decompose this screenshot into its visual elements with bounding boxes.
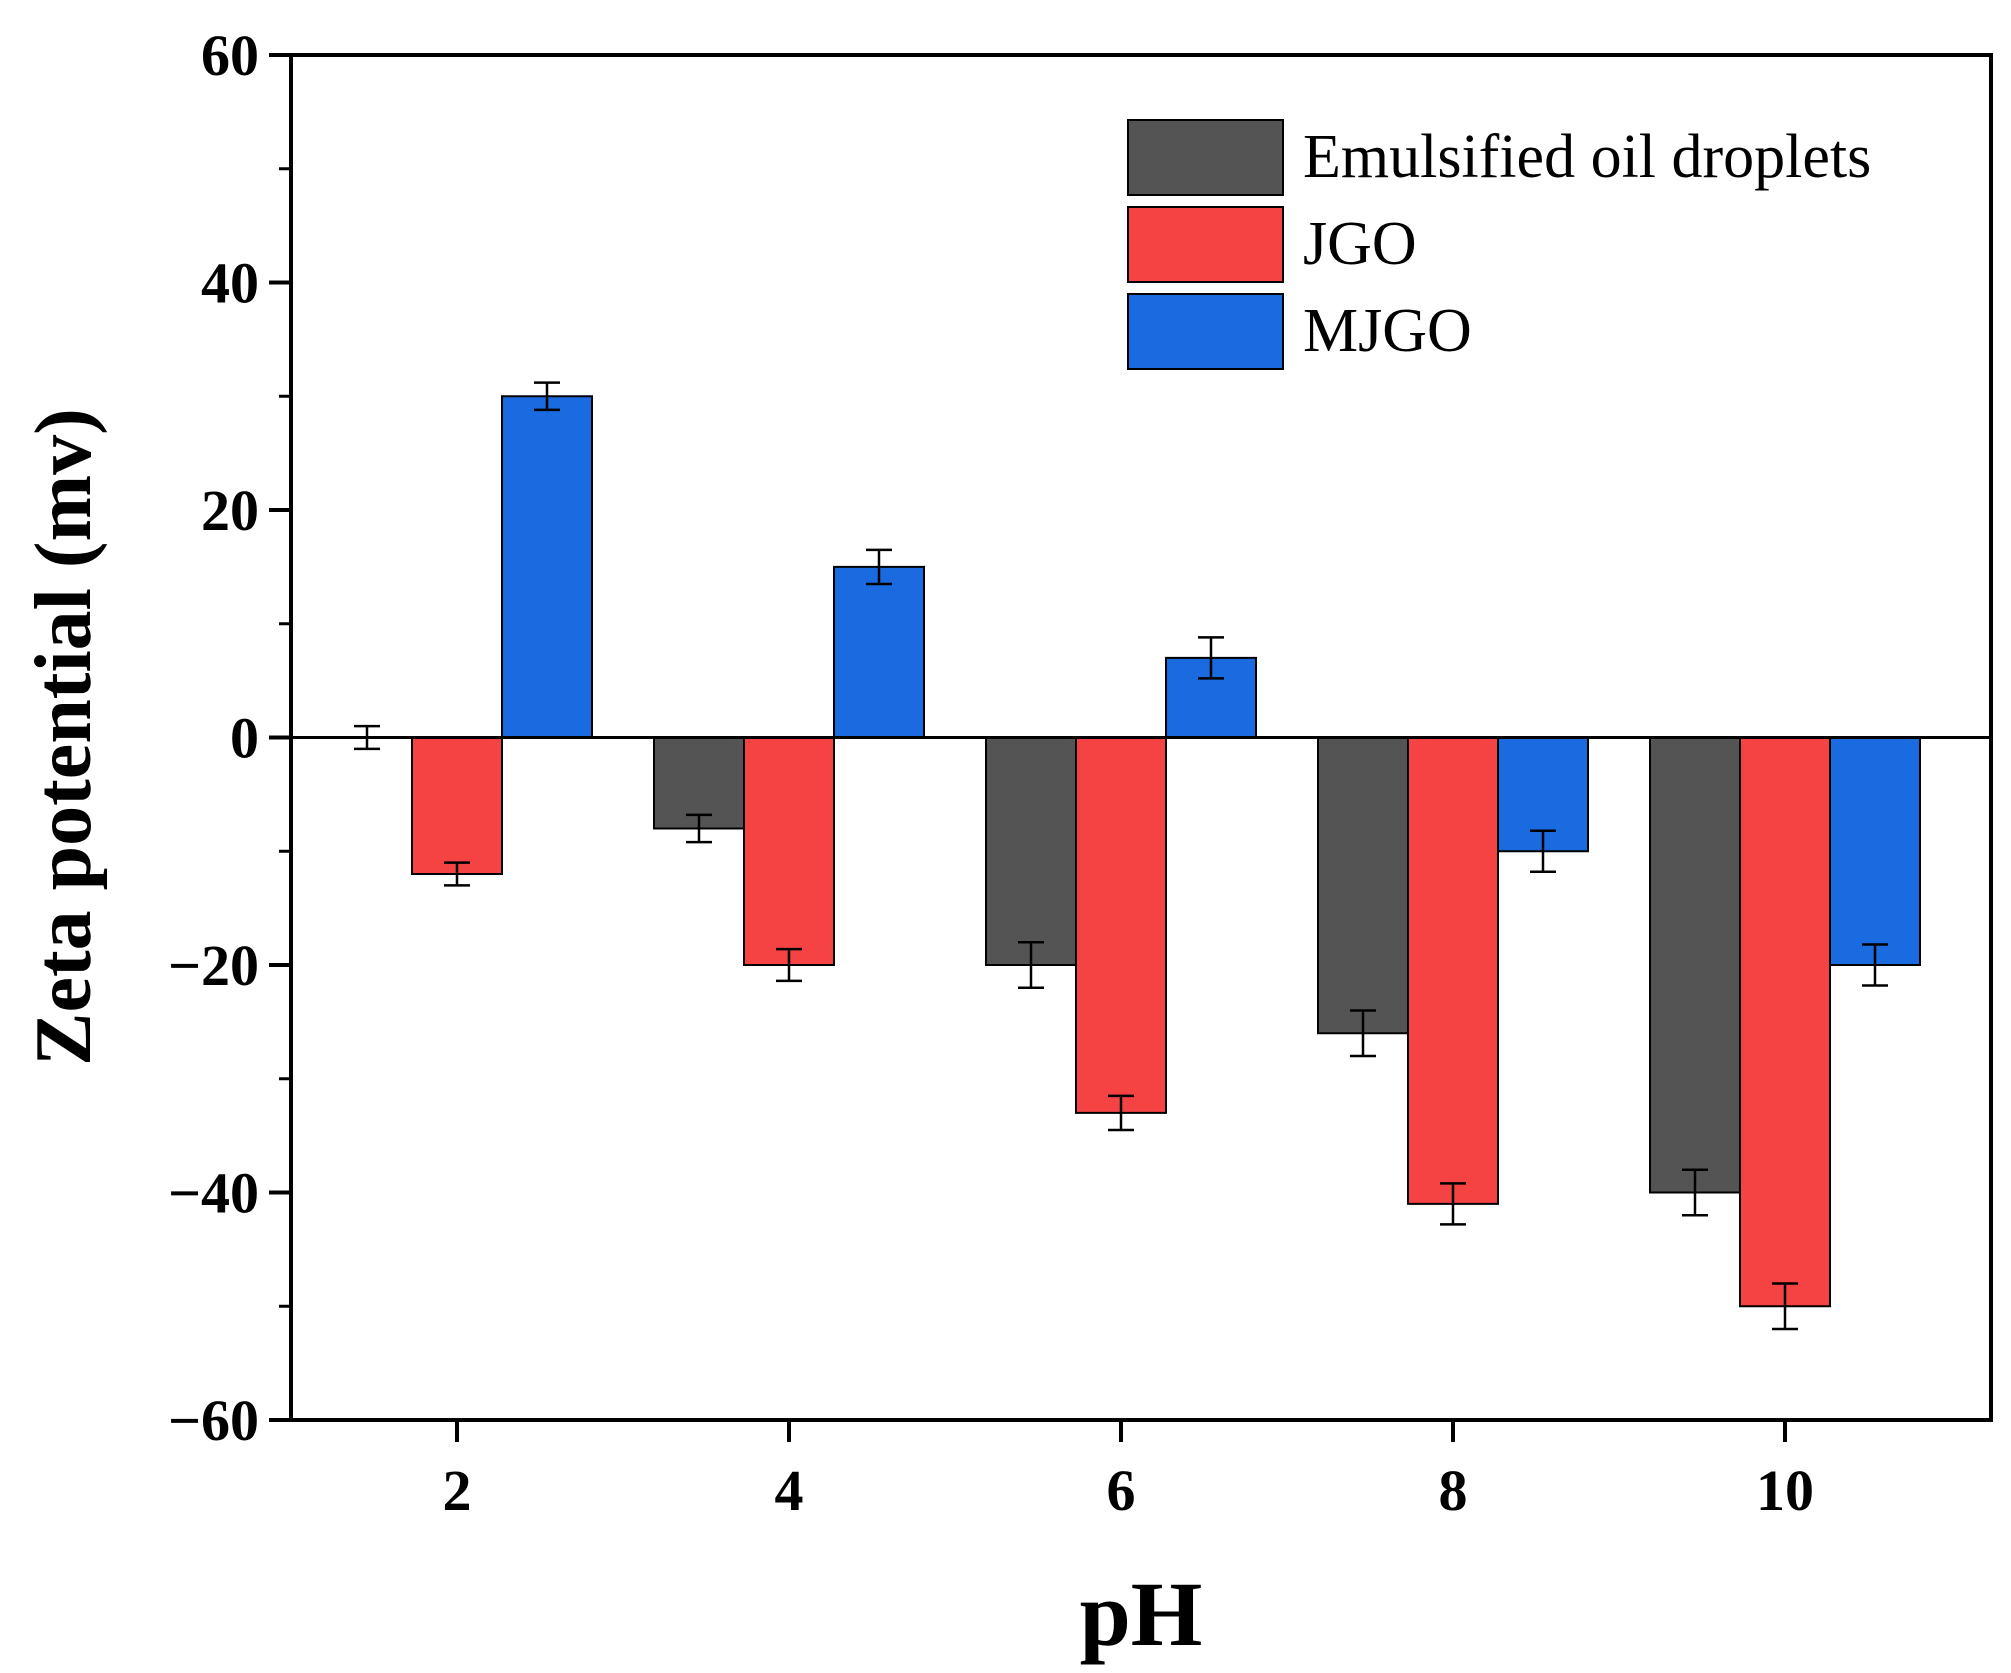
legend-swatch-mjgo [1127, 293, 1284, 370]
x-axis: 2 4 6 8 10 [443, 1420, 1814, 1523]
bar-jgo-ph-8 [1407, 736, 1499, 1205]
bar-mjgo-ph-4 [833, 565, 925, 739]
x-tick-label: 10 [1756, 1458, 1814, 1523]
y-tick-label: −40 [168, 1161, 259, 1226]
bars-group [411, 395, 1921, 1308]
y-tick-label: −60 [168, 1388, 259, 1453]
x-tick-label: 6 [1107, 1458, 1136, 1523]
bar-emulsified-oil-droplets-ph-8 [1317, 736, 1409, 1035]
bar-emulsified-oil-droplets-ph-6 [985, 736, 1077, 966]
legend: Emulsified oil droplets JGO MJGO [1127, 119, 1871, 370]
y-tick-label: 0 [230, 706, 259, 771]
error-bars-group [354, 381, 1888, 1331]
x-tick-label: 2 [443, 1458, 472, 1523]
y-tick-label: 40 [201, 251, 259, 316]
legend-label-mjgo: MJGO [1303, 297, 1472, 365]
bar-emulsified-oil-droplets-ph-10 [1649, 736, 1741, 1194]
legend-swatch-emulsified-oil-droplets [1127, 119, 1284, 196]
y-tick-label: 60 [201, 23, 259, 88]
bar-emulsified-oil-droplets-ph-4 [653, 736, 745, 830]
legend-label-jgo: JGO [1303, 210, 1417, 278]
bar-mjgo-ph-10 [1829, 736, 1921, 966]
x-tick-label: 8 [1439, 1458, 1468, 1523]
legend-label-emulsified-oil-droplets: Emulsified oil droplets [1303, 123, 1871, 191]
y-axis: 60 40 20 0 −20 −40 −60 [168, 23, 291, 1453]
bar-jgo-ph-2 [411, 736, 503, 875]
bar-mjgo-ph-2 [501, 395, 593, 739]
legend-swatch-jgo [1127, 206, 1284, 283]
bar-jgo-ph-6 [1075, 736, 1167, 1114]
x-tick-label: 4 [775, 1458, 804, 1523]
y-tick-label: −20 [168, 933, 259, 998]
bar-jgo-ph-10 [1739, 736, 1831, 1308]
x-axis-title: pH [1080, 1563, 1203, 1665]
y-axis-title: Zeta potential (mv) [20, 408, 108, 1066]
y-tick-label: 20 [201, 478, 259, 543]
bar-jgo-ph-4 [743, 736, 835, 966]
